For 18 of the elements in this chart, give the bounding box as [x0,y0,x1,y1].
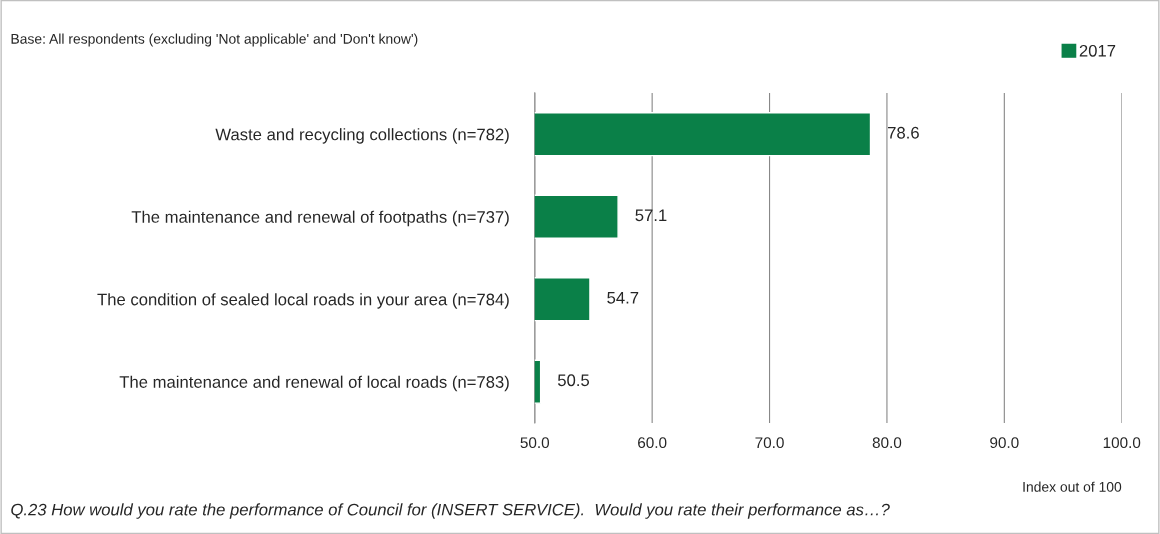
data-label: 78.6 [888,126,919,139]
x-tick-label: 70.0 [755,437,784,449]
data-label: 57.1 [635,209,667,222]
text: Q.23 How would you rate the performance of Council for (INSERT SERVICE). Would you rate their performance as…? [11,503,890,519]
data-label: 54.7 [607,292,639,304]
x-tick-label: 100.0 [1103,437,1141,449]
y-tick-label: The condition of sealed local roads in your area (n=784) [97,293,509,309]
x-tick-label: 60.0 [638,437,667,449]
x-tick-label: 80.0 [872,437,902,449]
x-axis-title: Index out of 100 [1023,481,1122,492]
y-tick-label: The maintenance and renewal of footpaths (n=737) [131,210,509,227]
y-tick-label: The maintenance and renewal of local roads (n=783) [119,375,509,392]
legend-label: 2017 [1079,44,1116,57]
text: Base: All respondents (excluding 'Not applicable' and 'Don't know') [11,33,418,47]
y-tick-label: Waste and recycling collections (n=782) [215,128,509,144]
data-label: 50.5 [557,374,590,387]
x-tick-label: 50.0 [520,437,550,449]
x-tick-label: 90.0 [990,437,1019,449]
